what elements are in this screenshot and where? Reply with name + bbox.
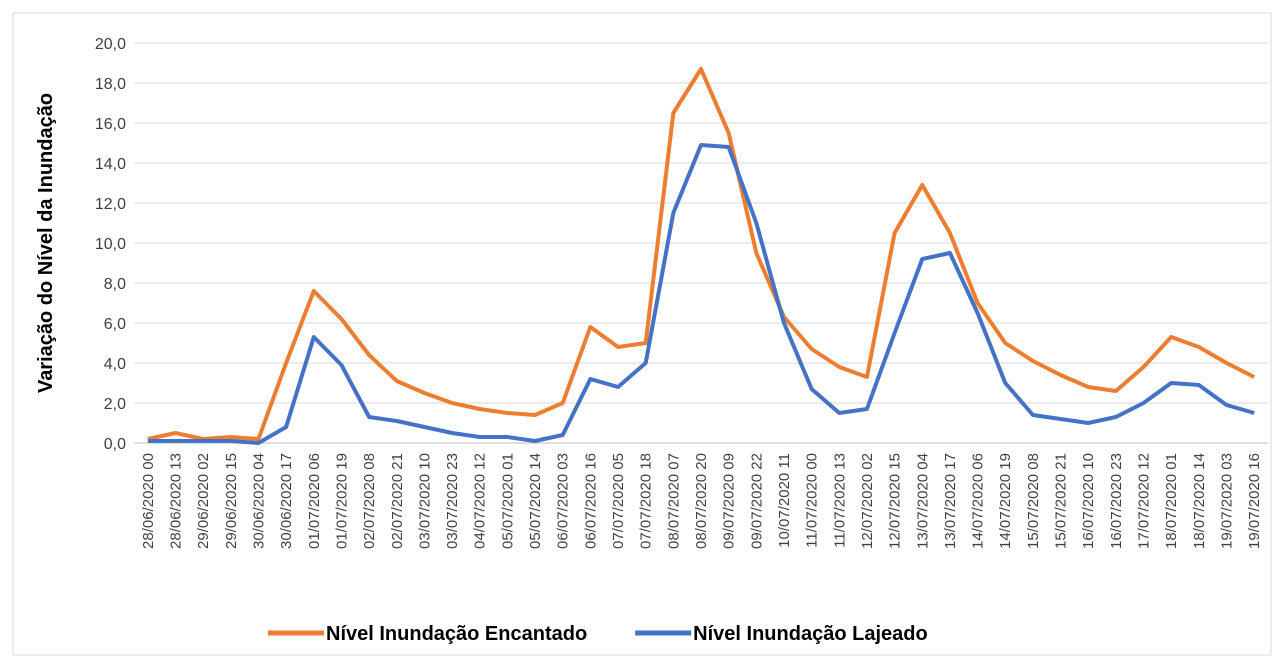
x-tick-label: 03/07/2020 23 — [444, 453, 461, 549]
series-line — [147, 67, 1256, 441]
series-line — [147, 143, 1255, 445]
x-tick-label: 01/07/2020 06 — [306, 453, 323, 549]
x-tick-label: 06/07/2020 03 — [555, 453, 572, 549]
x-tick-label: 12/07/2020 15 — [887, 453, 904, 549]
x-tick-label: 14/07/2020 06 — [970, 453, 987, 549]
x-tick-label: 02/07/2020 08 — [361, 453, 378, 549]
legend-label: Nível Inundação Lajeado — [693, 623, 928, 645]
y-tick-label: 20,0 — [95, 36, 126, 53]
y-tick-label: 2,0 — [104, 396, 126, 413]
x-tick-label: 15/07/2020 21 — [1053, 453, 1070, 549]
x-tick-label: 17/07/2020 12 — [1136, 453, 1153, 549]
x-tick-label: 03/07/2020 10 — [416, 453, 433, 549]
x-tick-label: 08/07/2020 20 — [693, 453, 710, 549]
x-tick-label: 11/07/2020 00 — [804, 453, 821, 548]
y-tick-label: 10,0 — [95, 236, 126, 253]
x-tick-label: 15/07/2020 08 — [1025, 453, 1042, 549]
x-tick-label: 18/07/2020 01 — [1163, 453, 1180, 549]
x-tick-label: 16/07/2020 10 — [1080, 453, 1097, 549]
y-tick-label: 6,0 — [104, 316, 126, 333]
x-tick-label: 28/06/2020 13 — [167, 453, 184, 549]
y-tick-label: 12,0 — [95, 196, 126, 213]
x-tick-label: 01/07/2020 19 — [333, 453, 350, 549]
x-tick-label: 02/07/2020 21 — [389, 453, 406, 549]
legend-label: Nível Inundação Encantado — [326, 623, 587, 645]
x-tick-label: 19/07/2020 16 — [1246, 453, 1263, 549]
x-tick-label: 16/07/2020 23 — [1108, 453, 1125, 549]
x-tick-label: 09/07/2020 22 — [748, 453, 765, 549]
y-tick-label: 0,0 — [104, 436, 126, 453]
y-axis-title: Variação do Nível da Inundação — [35, 93, 57, 393]
x-tick-label: 07/07/2020 05 — [610, 453, 627, 549]
x-tick-label: 05/07/2020 14 — [527, 453, 544, 549]
x-tick-label: 12/07/2020 02 — [859, 453, 876, 549]
x-tick-label: 19/07/2020 03 — [1219, 453, 1236, 549]
x-tick-label: 30/06/2020 17 — [278, 453, 295, 549]
y-tick-label: 14,0 — [95, 156, 126, 173]
x-tick-label: 13/07/2020 17 — [942, 453, 959, 549]
y-tick-label: 18,0 — [95, 76, 126, 93]
x-tick-label: 29/06/2020 02 — [195, 453, 212, 549]
x-tick-label: 08/07/2020 07 — [665, 453, 682, 549]
x-tick-label: 04/07/2020 12 — [472, 453, 489, 549]
y-tick-label: 16,0 — [95, 116, 126, 133]
x-tick-label: 29/06/2020 15 — [223, 453, 240, 549]
x-tick-label: 05/07/2020 01 — [499, 453, 516, 549]
chart-border — [12, 12, 1272, 656]
x-tick-label: 07/07/2020 18 — [638, 453, 655, 549]
y-tick-label: 4,0 — [104, 356, 126, 373]
x-tick-label: 06/07/2020 16 — [582, 453, 599, 549]
x-tick-label: 10/07/2020 11 — [776, 453, 793, 548]
x-tick-label: 28/06/2020 00 — [140, 453, 157, 549]
x-tick-label: 13/07/2020 04 — [914, 453, 931, 549]
x-tick-label: 18/07/2020 14 — [1191, 453, 1208, 549]
x-tick-label: 09/07/2020 09 — [721, 453, 738, 549]
x-tick-label: 30/06/2020 04 — [250, 453, 267, 549]
y-tick-label: 8,0 — [104, 276, 126, 293]
x-tick-label: 11/07/2020 13 — [831, 453, 848, 548]
x-tick-label: 14/07/2020 19 — [997, 453, 1014, 549]
